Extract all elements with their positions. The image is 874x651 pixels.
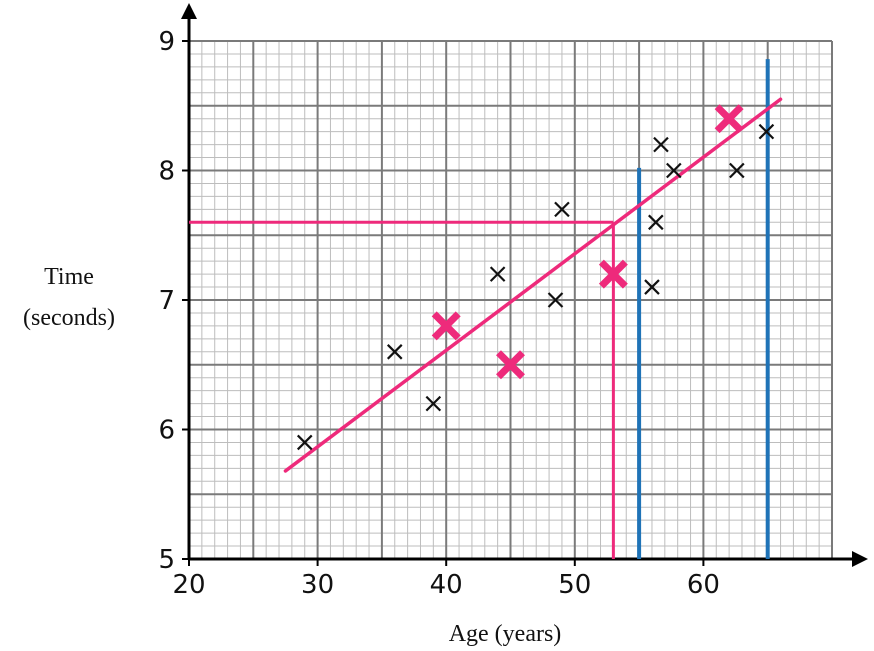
data-point	[296, 434, 313, 451]
x-tick-label: 50	[558, 570, 591, 600]
data-point	[653, 136, 669, 153]
cross-stroke	[648, 214, 664, 231]
highlighted-point	[598, 259, 628, 289]
y-axis-arrow	[181, 3, 197, 19]
x-tick-label: 40	[430, 570, 463, 600]
data-point	[386, 344, 403, 360]
highlighted-point	[714, 104, 744, 134]
axes	[181, 3, 868, 567]
x-tick-label: 60	[687, 570, 720, 600]
overlay-lines	[189, 59, 783, 559]
data-points	[296, 104, 775, 451]
cross-stroke	[666, 162, 682, 179]
y-axis-title-line2: (seconds)	[23, 305, 115, 331]
highlighted-point	[431, 311, 461, 341]
cross-stroke	[547, 292, 564, 308]
line-of-best-fit	[283, 97, 783, 473]
data-point	[729, 162, 745, 179]
y-tick-label: 9	[158, 27, 175, 57]
y-axis-title-line1: Time	[44, 264, 94, 290]
x-axis-arrow	[852, 551, 868, 567]
cross-stroke	[489, 266, 506, 282]
y-tick-label: 6	[158, 416, 175, 446]
cross-stroke	[714, 104, 744, 134]
cross-stroke	[425, 395, 442, 412]
data-point	[644, 279, 660, 295]
data-point	[547, 292, 564, 308]
cross-stroke	[758, 123, 775, 140]
cross-stroke	[598, 259, 628, 289]
cross-stroke	[386, 344, 403, 360]
data-point	[648, 214, 664, 231]
data-point	[425, 395, 442, 412]
x-tick-label: 20	[172, 570, 205, 600]
y-tick-label: 5	[158, 545, 175, 575]
data-point	[489, 266, 506, 282]
cross-stroke	[496, 350, 525, 380]
cross-stroke	[431, 311, 461, 341]
cross-stroke	[653, 136, 669, 153]
data-point	[666, 162, 682, 179]
data-point	[554, 201, 570, 218]
x-axis-title: Age (years)	[449, 621, 562, 647]
y-tick-label: 8	[158, 157, 175, 187]
y-tick-label: 7	[158, 286, 175, 316]
cross-stroke	[296, 434, 313, 451]
tick-labels: 20 30 40 50 60 5 6 7 8 9	[158, 27, 719, 600]
x-tick-label: 30	[301, 570, 334, 600]
data-point	[758, 123, 775, 140]
cross-stroke	[644, 279, 660, 295]
highlighted-point	[496, 350, 525, 380]
cross-stroke	[729, 162, 745, 179]
cross-stroke	[554, 201, 570, 218]
